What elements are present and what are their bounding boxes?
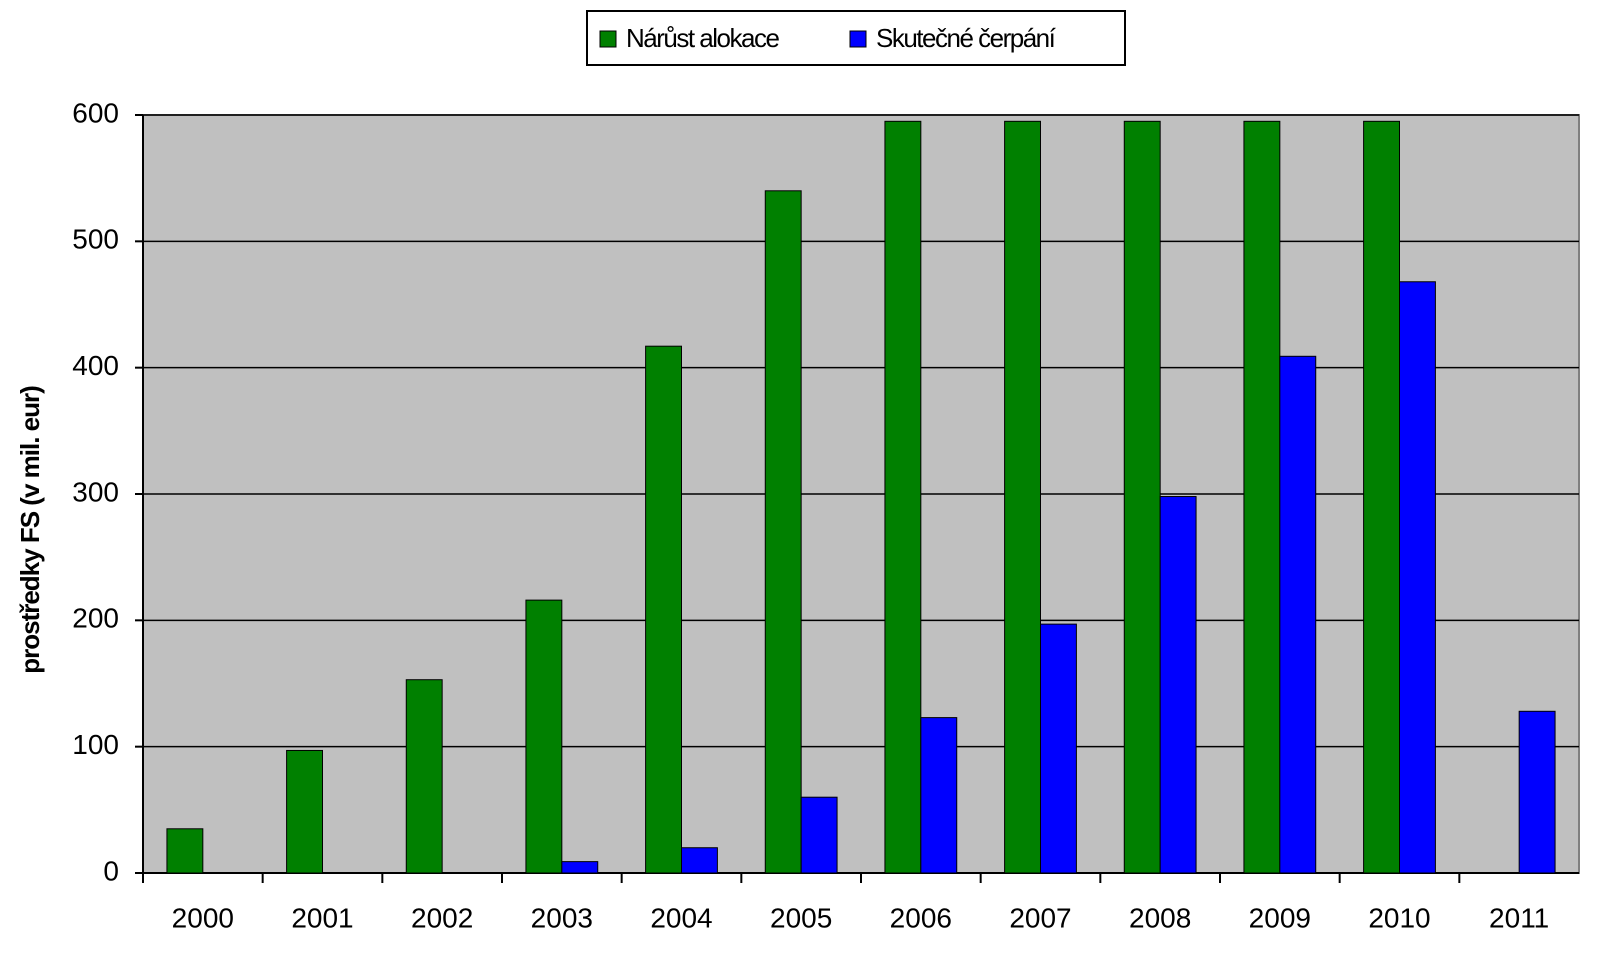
bar [1159,496,1197,874]
x-tick-label: 2000 [172,902,234,933]
x-tick-label: 2005 [770,902,832,933]
x-tick-label: 2004 [650,902,712,933]
y-tick-label: 300 [72,476,119,507]
y-tick-label: 200 [72,603,119,634]
bar [1243,120,1281,874]
bar [764,190,802,874]
x-tick-label: 2009 [1249,902,1311,933]
bar [1040,623,1077,874]
bar [884,120,922,874]
bar [1518,710,1556,874]
x-tick-label: 2008 [1129,902,1191,933]
bar [800,796,838,874]
bar [561,861,599,874]
x-tick-label: 2011 [1489,902,1549,933]
bar [1363,120,1400,874]
bar [166,828,204,874]
bar [1123,120,1161,874]
legend-label: Skutečné čerpání [876,23,1057,53]
y-tick-label: 600 [72,97,119,128]
y-tick-label: 500 [72,224,119,255]
legend-swatch [599,30,617,48]
y-tick-label: 100 [72,729,119,760]
y-tick-label: 0 [103,855,119,886]
y-axis-label: prostředky FS (v mil. eur) [15,386,45,674]
bar [1399,281,1436,874]
x-tick-label: 2006 [890,902,952,933]
x-tick-label: 2003 [531,902,593,933]
y-tick-label: 400 [72,350,119,381]
bar [286,749,324,874]
bar [1004,120,1041,874]
bar [525,599,563,874]
legend-label: Nárůst alokace [626,23,779,53]
bar [920,717,958,874]
bar [405,679,443,874]
bar [1279,355,1317,874]
bar [681,847,718,874]
legend-swatch [849,30,867,48]
x-tick-label: 2010 [1368,902,1430,933]
bar [645,345,682,874]
x-tick-label: 2007 [1009,902,1071,933]
x-tick-label: 2002 [411,902,473,933]
x-tick-label: 2001 [291,902,353,933]
